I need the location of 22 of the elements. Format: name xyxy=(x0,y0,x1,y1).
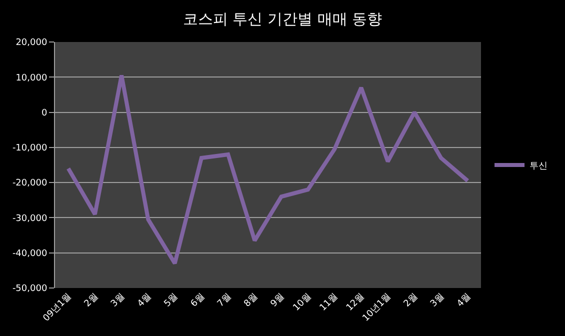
x-tick-label: 8월 xyxy=(242,292,260,310)
x-tick-label: 7월 xyxy=(216,292,234,310)
x-tick-label: 4월 xyxy=(456,292,473,310)
x-tick-label: 9월 xyxy=(269,292,287,310)
y-tick-label: -40,000 xyxy=(12,249,48,260)
y-tick-label: -30,000 xyxy=(12,214,48,224)
y-tick-label: -10,000 xyxy=(12,144,48,154)
y-tick-label: 20,000 xyxy=(16,38,48,48)
x-tick-label: 4월 xyxy=(136,292,154,310)
y-tick-label: 10,000 xyxy=(16,73,48,84)
y-tick-label: -20,000 xyxy=(12,178,48,189)
x-tick-label: 2월 xyxy=(402,292,420,310)
legend-label: 투신 xyxy=(530,162,548,172)
x-tick-label: 3월 xyxy=(109,292,127,310)
y-tick-label: -50,000 xyxy=(12,284,48,294)
line-series xyxy=(66,73,470,266)
chart-title: 코스피 투신 기간별 매매 동향 xyxy=(182,10,382,28)
x-tick-label: 3월 xyxy=(428,292,446,310)
x-tick-label: 6월 xyxy=(189,292,207,310)
x-tick-label: 2월 xyxy=(82,292,100,310)
y-tick-label: 0 xyxy=(41,108,48,118)
x-tick-label: 5월 xyxy=(162,292,180,310)
